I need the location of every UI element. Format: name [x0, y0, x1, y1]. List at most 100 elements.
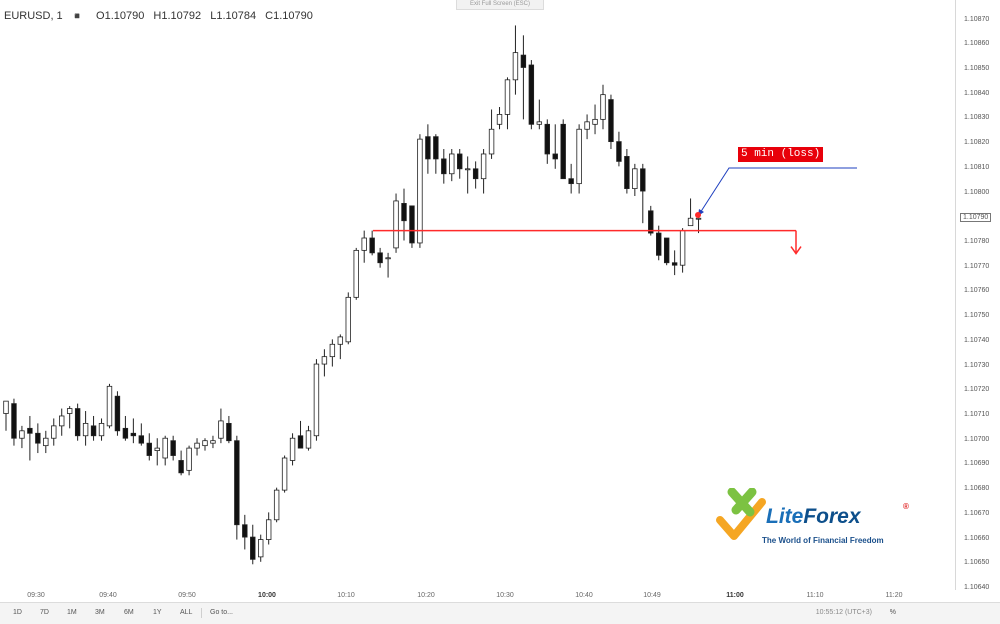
bearish-candle [409, 205, 415, 244]
timeframe-3m-button[interactable]: 3M [95, 609, 105, 616]
bullish-candle [393, 200, 399, 249]
bullish-candle [512, 52, 519, 81]
price-tick-label: 1.10670 [964, 509, 990, 517]
price-tick-label: 1.10710 [964, 410, 990, 418]
bearish-candle [74, 408, 81, 437]
bearish-candle [35, 432, 41, 444]
bullish-candle [289, 437, 296, 461]
close-value: C1.10790 [265, 10, 313, 22]
bullish-candle [202, 440, 208, 447]
timeframe-1d-button[interactable]: 1D [13, 609, 22, 616]
bearish-candle [552, 153, 558, 160]
bearish-candle [472, 168, 479, 180]
loss-callout-label: 5 min (loss) [738, 147, 824, 162]
time-tick-label: 10:00 [258, 592, 276, 599]
time-tick-label: 10:49 [643, 592, 661, 599]
price-tick-label: 1.10690 [964, 460, 990, 468]
more-dots-icon[interactable]: ◾ [71, 11, 83, 21]
bearish-candle [178, 460, 184, 474]
bearish-candle [457, 153, 463, 170]
price-tick-label: 1.10700 [964, 435, 990, 443]
bearish-candle [146, 442, 152, 456]
time-tick-label: 09:30 [27, 592, 45, 599]
symbol-legend: EURUSD, 1 ◾ O1.10790 H1.10792 L1.10784 C… [4, 10, 319, 22]
bullish-candle [592, 118, 598, 125]
bullish-candle [464, 168, 471, 171]
price-tick-label: 1.10660 [964, 534, 990, 542]
timeframe-7d-button[interactable]: 7D [40, 609, 49, 616]
time-tick-label: 10:10 [337, 592, 355, 599]
bullish-candle [576, 128, 582, 185]
bullish-candle [496, 114, 503, 125]
bullish-candle [329, 343, 336, 358]
bullish-candle [488, 128, 495, 155]
bullish-candle [449, 153, 455, 175]
bearish-candle [250, 536, 256, 560]
timeframe-1y-button[interactable]: 1Y [153, 609, 162, 616]
bullish-candle [353, 249, 359, 298]
chart-area[interactable] [0, 0, 955, 590]
logo-name-lite: Lite [766, 505, 804, 528]
timeframe-all-button[interactable]: ALL [180, 609, 193, 616]
utc-clock: 10:55:12 (UTC+3) [815, 609, 872, 616]
bearish-candle [671, 262, 678, 266]
price-tick-label: 1.10800 [964, 188, 990, 196]
down-arrow-icon [790, 246, 802, 255]
time-tick-label: 09:50 [178, 592, 196, 599]
bullish-candle [600, 94, 606, 120]
current-price-label: 1.10790 [960, 213, 992, 223]
price-tick-label: 1.10810 [964, 163, 990, 171]
price-tick-label: 1.10640 [964, 584, 990, 591]
time-tick-label: 10:40 [575, 592, 593, 599]
bullish-candle [305, 430, 312, 449]
price-tick-label: 1.10760 [964, 287, 990, 295]
bullish-candle [19, 430, 25, 439]
bearish-candle [11, 403, 17, 439]
high-value: H1.10792 [153, 10, 202, 22]
price-tick-label: 1.10830 [964, 114, 990, 122]
bullish-candle [265, 519, 272, 540]
exit-fullscreen-button[interactable]: Exit Full Screen (ESC) [456, 0, 544, 10]
bullish-candle [210, 440, 216, 444]
bearish-candle [544, 123, 550, 155]
bullish-candle [51, 425, 57, 439]
bearish-candle [663, 237, 670, 264]
bullish-candle [679, 230, 686, 266]
bullish-candle [417, 138, 423, 244]
bearish-candle [401, 203, 407, 222]
bearish-candle [568, 178, 574, 185]
bearish-candle [608, 99, 614, 143]
price-axis[interactable]: 1.10870 1.10860 1.10850 1.10840 1.10830 1.108… [955, 0, 1000, 591]
bearish-candle [640, 168, 646, 192]
registered-mark: ® [903, 502, 909, 511]
bearish-candle [130, 432, 137, 437]
timeframe-1m-button[interactable]: 1M [67, 609, 77, 616]
bullish-candle [82, 422, 89, 437]
time-tick-label: 11:00 [726, 592, 744, 599]
liteforex-mark-icon [716, 488, 766, 540]
bullish-candle [154, 447, 160, 451]
bullish-candle [345, 296, 351, 343]
bullish-candle [106, 385, 113, 427]
bearish-candle [170, 440, 176, 456]
bearish-candle [520, 54, 527, 68]
bullish-candle [194, 442, 200, 449]
bullish-candle [3, 400, 9, 414]
price-tick-label: 1.10730 [964, 361, 990, 369]
bearish-candle [528, 64, 535, 125]
bearish-candle [425, 136, 431, 160]
bearish-candle [560, 123, 566, 180]
bullish-candle [687, 217, 694, 227]
timeframe-6m-button[interactable]: 6M [124, 609, 134, 616]
price-tick-label: 1.10720 [964, 386, 990, 394]
bullish-candle [98, 422, 105, 437]
logo-tagline: The World of Financial Freedom [762, 536, 884, 545]
goto-button[interactable]: Go to... [210, 609, 233, 616]
bearish-candle [656, 232, 662, 256]
bearish-candle [122, 427, 129, 439]
liteforex-logo: LiteForex ® The World of Financial Freed… [716, 488, 916, 548]
percent-scale-button[interactable]: % [889, 609, 896, 616]
time-tick-label: 10:20 [417, 592, 435, 599]
candlestick-chart[interactable] [0, 0, 955, 590]
price-tick-label: 1.10820 [964, 139, 990, 147]
